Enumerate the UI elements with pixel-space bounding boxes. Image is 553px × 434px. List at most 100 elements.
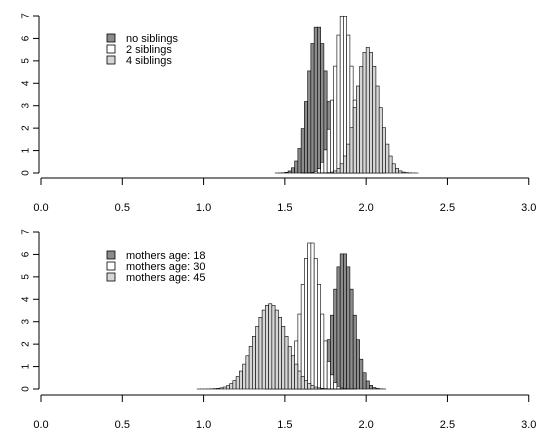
y-tick-label: 4 (21, 296, 32, 302)
histogram-bar (291, 167, 295, 174)
x-tick-label: 2.0 (359, 202, 374, 214)
histogram-bar (336, 386, 341, 390)
histogram-bar (317, 26, 321, 174)
histogram-bar (385, 143, 390, 174)
legend-label: mothers age: 45 (126, 272, 206, 284)
histogram-bar (294, 363, 299, 390)
histogram-bar (323, 340, 328, 390)
x-tick-label: 0.5 (115, 419, 130, 431)
histogram-bar (369, 385, 373, 390)
histogram-bar (339, 15, 344, 174)
x-tick-label: 2.5 (440, 202, 455, 214)
histogram-bar (268, 303, 273, 390)
series-4-siblings (317, 47, 419, 174)
histogram-bar (365, 380, 370, 390)
y-tick-label: 2 (21, 341, 32, 347)
histogram-bar (317, 284, 321, 390)
histogram-bar (333, 288, 338, 390)
histogram-bar (356, 339, 360, 390)
histogram-bar (245, 355, 250, 390)
histogram-bar (317, 387, 321, 390)
x-tick-label: 1.5 (277, 419, 292, 431)
histogram-bar (343, 155, 347, 174)
histogram-bar (336, 34, 341, 174)
histogram-bar (330, 99, 334, 174)
histogram-bar (346, 266, 351, 390)
histogram-bar (398, 170, 403, 174)
histogram-bar (310, 43, 315, 174)
histogram-bar (356, 85, 360, 174)
y-tick-label: 2 (21, 125, 32, 131)
legend-swatch (106, 33, 116, 43)
histogram-bar (271, 305, 276, 390)
histogram-bar (307, 383, 312, 390)
legend-swatch (106, 261, 116, 271)
y-tick-label: 6 (21, 35, 32, 41)
histogram-bar (300, 376, 305, 390)
y-tick-label: 6 (21, 251, 32, 257)
histogram-bar (255, 326, 260, 390)
histogram-bar (372, 66, 377, 174)
histogram-bar (297, 148, 302, 174)
histogram-bar (291, 355, 295, 390)
histogram-bar (229, 383, 234, 390)
legend-label: 2 siblings (126, 44, 172, 56)
histogram-bar (287, 346, 292, 390)
histogram-bar (388, 155, 393, 174)
histogram-bar (222, 386, 227, 390)
histogram-bar (336, 168, 341, 174)
histogram-bar (313, 171, 318, 174)
histogram-bar (326, 128, 331, 174)
histogram-bar (300, 128, 305, 174)
histogram-bar (310, 385, 315, 390)
x-tick-label: 2.0 (359, 419, 374, 431)
histogram-bar (375, 388, 380, 390)
x-tick-label: 0.5 (115, 202, 130, 214)
histogram-bar (281, 326, 286, 390)
histogram-bar (274, 309, 279, 390)
histogram-bar (333, 170, 338, 174)
histogram-bar (349, 127, 354, 174)
legend-label: mothers age: 18 (126, 250, 206, 262)
histogram-bar (320, 161, 325, 174)
histogram-bar (304, 380, 308, 390)
x-tick-label: 3.0 (521, 202, 536, 214)
histogram-bar (307, 70, 312, 174)
x-tick-label: 0.0 (33, 202, 48, 214)
histogram-bar (352, 107, 357, 174)
legend-swatch (106, 44, 116, 54)
legend-label: no siblings (126, 33, 178, 45)
histogram-bar (362, 372, 367, 390)
histogram-bar (330, 374, 334, 390)
histogram-bar (258, 317, 263, 390)
histogram-bar (346, 143, 351, 174)
histogram-bar (216, 388, 221, 390)
histogram-bar (359, 358, 364, 390)
panel-mothers-age: 0 1 2 3 4 5 6 7 0.0 0.5 1.0 1.5 2.0 2.5 3.0 mothers age… (21, 229, 537, 431)
histogram-bar (242, 363, 247, 390)
histogram-bar (375, 85, 380, 174)
y-tick-label: 7 (21, 229, 32, 235)
histogram-bar (339, 253, 344, 390)
x-axis: 0.0 0.5 1.0 1.5 2.0 2.5 3.0 (33, 394, 536, 431)
histogram-bar (343, 15, 347, 174)
histogram-bar (323, 149, 328, 174)
histogram-bar (261, 309, 266, 390)
x-tick-label: 1.5 (277, 202, 292, 214)
histogram-bar (391, 163, 396, 174)
histogram-bar (313, 258, 318, 390)
histogram-bar (265, 305, 269, 390)
histogram-bar (300, 284, 305, 390)
series-mothers-age-18 (297, 253, 386, 390)
histogram-bar (320, 388, 325, 390)
histogram-bar (352, 314, 357, 390)
histogram-bar (333, 382, 338, 390)
histogram-bar (372, 387, 377, 390)
histogram-bar (369, 52, 373, 174)
histogram-bar (310, 172, 315, 174)
histogram-bar (359, 66, 364, 174)
histogram-bar (382, 127, 386, 174)
histogram-bar (343, 253, 347, 390)
histogram-bar (284, 172, 289, 174)
